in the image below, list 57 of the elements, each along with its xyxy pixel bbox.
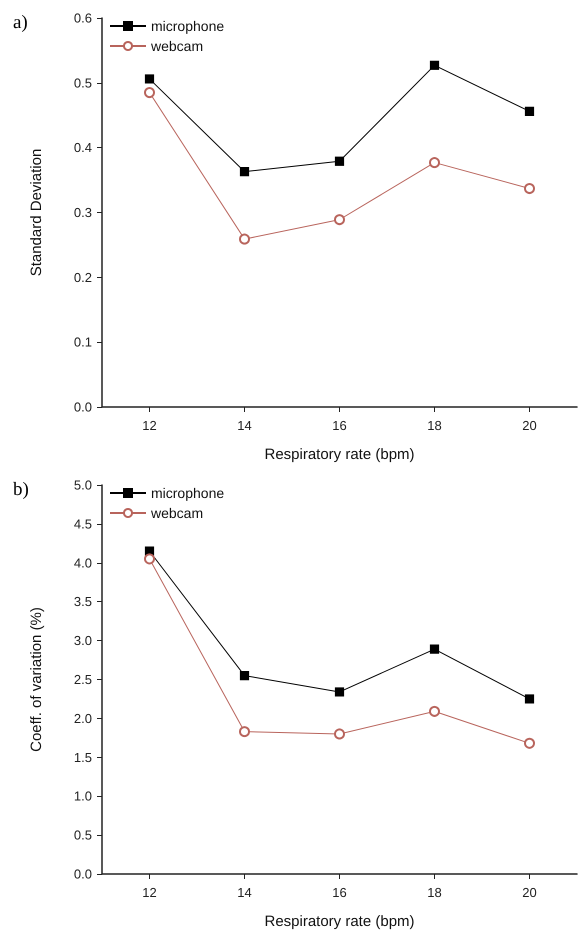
point [144, 553, 155, 564]
y-tick-label: 3.0 [74, 633, 92, 648]
point [429, 157, 440, 168]
x-tick-label: 14 [237, 418, 252, 433]
y-tick-label: 0.5 [74, 75, 92, 90]
chart-title: a) [13, 12, 28, 33]
point [239, 726, 250, 738]
y-axis-title: Standard Deviation [28, 148, 45, 276]
x-tick-label: 12 [142, 885, 157, 900]
point [524, 183, 535, 194]
x-axis-title: Respiratory rate (bpm) [264, 913, 415, 930]
point [430, 644, 440, 654]
x-tick-label: 14 [237, 885, 252, 900]
x-tick-label: 18 [427, 885, 442, 900]
legend-label: microphone [151, 18, 224, 34]
point [524, 694, 534, 704]
y-tick-label: 0.1 [74, 334, 92, 350]
point [334, 687, 344, 697]
point [239, 234, 250, 245]
y-axis-title: Coeff. of variation (%) [28, 607, 45, 752]
y-tick-label: 5.0 [74, 478, 92, 492]
point [144, 74, 154, 84]
legend-label: webcam [150, 505, 204, 521]
x-tick-label: 18 [427, 418, 442, 433]
y-tick-label: 1.0 [74, 788, 92, 804]
point [240, 671, 250, 680]
point [429, 706, 440, 717]
legend-label: microphone [151, 485, 224, 501]
x-tick-label: 12 [142, 418, 157, 433]
point [240, 167, 250, 176]
y-tick-label: 0.2 [74, 270, 92, 285]
y-tick-label: 4.0 [74, 555, 92, 570]
y-tick-label: 0.0 [74, 400, 92, 414]
x-tick-label: 20 [522, 885, 537, 900]
point [334, 214, 345, 226]
y-tick-label: 0.6 [74, 10, 92, 26]
y-tick-label: 3.5 [74, 594, 92, 610]
point [524, 738, 535, 749]
y-tick-label: 0.5 [74, 828, 92, 843]
legend-label: webcam [150, 38, 204, 54]
x-axis-title: Respiratory rate (bpm) [264, 446, 415, 463]
point [524, 106, 534, 116]
x-tick-label: 16 [332, 885, 347, 900]
x-tick-label: 16 [332, 418, 347, 433]
y-tick-label: 0.3 [74, 205, 92, 220]
y-tick-label: 1.5 [74, 750, 92, 765]
point [334, 156, 344, 166]
y-tick-label: 2.0 [74, 710, 92, 726]
point [334, 728, 345, 740]
y-tick-label: 2.5 [74, 672, 92, 687]
point [430, 60, 440, 70]
chart-title: b) [13, 479, 29, 500]
y-tick-label: 0.4 [74, 140, 92, 156]
y-tick-label: 4.5 [74, 516, 92, 532]
y-tick-label: 0.0 [74, 866, 92, 882]
point [144, 87, 155, 98]
x-tick-label: 20 [522, 418, 537, 433]
